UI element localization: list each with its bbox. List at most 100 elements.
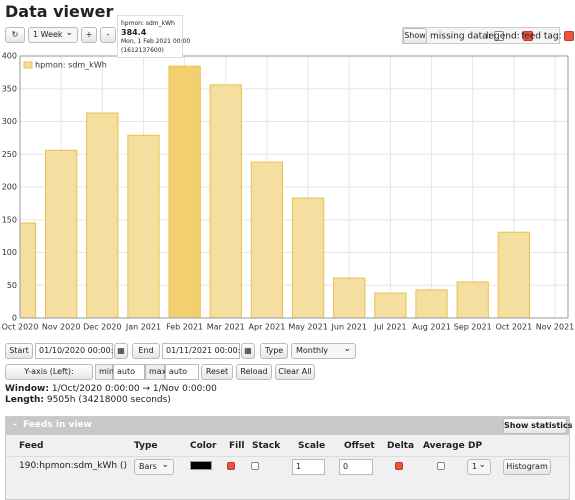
reload-button[interactable]: Reload bbox=[236, 364, 272, 380]
y-tick-label: 0 bbox=[12, 314, 17, 323]
type-select[interactable]: Monthly bbox=[291, 342, 356, 359]
legend-label: hpmon: sdm_kWh bbox=[35, 61, 107, 70]
bar bbox=[20, 222, 37, 318]
checkbox[interactable] bbox=[437, 462, 445, 470]
option: feed tag: bbox=[521, 31, 575, 42]
zoom-out[interactable]: - bbox=[100, 27, 116, 43]
checkbox[interactable] bbox=[251, 462, 259, 470]
bar bbox=[497, 231, 530, 318]
refresh-button[interactable]: ↻ bbox=[5, 27, 25, 43]
column-header: Scale bbox=[298, 441, 326, 451]
chart: 0 50 100 150 200 250 300 350 400 Oct 2020 Nov 2020… bbox=[2, 52, 575, 332]
bar bbox=[45, 149, 78, 318]
type-select[interactable]: Bars bbox=[134, 458, 174, 475]
color-swatch[interactable] bbox=[190, 461, 212, 470]
x-tick-label: Nov 2020 bbox=[42, 323, 81, 332]
x-tick-label: Jan 2021 bbox=[125, 323, 161, 332]
show-options: Show missing data: legend: feed tag: bbox=[402, 27, 575, 44]
column-header: Average bbox=[423, 441, 465, 451]
feeds-toggle[interactable]: - bbox=[13, 420, 17, 430]
bar bbox=[86, 112, 119, 318]
min-input[interactable]: auto bbox=[113, 364, 145, 380]
bar bbox=[374, 292, 407, 318]
x-tick-label: May 2021 bbox=[288, 323, 327, 332]
page-title: Data viewer bbox=[5, 2, 114, 21]
column-header: Color bbox=[190, 441, 217, 451]
calendar-icon[interactable]: ▦ bbox=[114, 343, 128, 359]
column-header: Stack bbox=[252, 441, 281, 451]
option: missing data: bbox=[430, 31, 504, 42]
bar bbox=[250, 161, 284, 318]
yaxis-button[interactable]: Y-axis (Left): bbox=[5, 364, 93, 380]
y-tick-label: 50 bbox=[7, 281, 17, 290]
bars bbox=[20, 65, 530, 318]
type-button[interactable]: Type bbox=[260, 343, 288, 359]
label: Window: bbox=[5, 384, 49, 394]
window-info: Window: 1/Oct/2020 0:00:00 → 1/Nov 0:00:… bbox=[5, 384, 217, 394]
stats-button[interactable]: Show statistics bbox=[503, 418, 573, 434]
show-button[interactable]: Show bbox=[403, 28, 427, 44]
label: legend: bbox=[486, 31, 520, 42]
offset-input[interactable]: 0 bbox=[339, 459, 373, 475]
checkbox[interactable] bbox=[395, 462, 403, 470]
bar bbox=[456, 281, 489, 318]
column-header: Feed bbox=[19, 441, 44, 451]
zoom-in[interactable]: + bbox=[81, 27, 97, 43]
x-tick-label: Mar 2021 bbox=[207, 323, 245, 332]
tooltip-date: Mon, 1 Feb 2021 00:00 bbox=[121, 38, 191, 45]
y-tick-label: 250 bbox=[2, 150, 17, 159]
label: missing data: bbox=[430, 31, 491, 42]
column-header: Fill bbox=[229, 441, 245, 451]
x-tick-label: Aug 2021 bbox=[412, 323, 451, 332]
y-tick-label: 350 bbox=[2, 84, 17, 93]
end-button[interactable]: End bbox=[132, 343, 160, 359]
tooltip-timestamp: (1612137600) bbox=[121, 47, 164, 54]
value: 9505h (34218000 seconds) bbox=[46, 395, 171, 405]
bar bbox=[333, 277, 366, 318]
x-tick-label: Feb 2021 bbox=[166, 323, 203, 332]
bar bbox=[415, 289, 448, 318]
feeds-title: Feeds in view bbox=[23, 420, 92, 430]
clear-button[interactable]: Clear All bbox=[275, 364, 315, 380]
x-tick-label: Sep 2021 bbox=[454, 323, 492, 332]
start-button[interactable]: Start bbox=[5, 343, 33, 359]
feed-name: 190:hpmon:sdm_kWh () bbox=[19, 461, 128, 471]
bar bbox=[127, 134, 160, 318]
checkbox[interactable] bbox=[493, 31, 504, 41]
start-input[interactable]: 01/10/2020 00:00:00 bbox=[35, 343, 124, 359]
x-tick-label: Nov 2021 bbox=[536, 323, 575, 332]
length-info: Length: 9505h (34218000 seconds) bbox=[5, 395, 171, 405]
calendar-icon[interactable]: ▦ bbox=[241, 343, 255, 359]
y-tick-label: 100 bbox=[2, 248, 17, 257]
x-tick-label: Apr 2021 bbox=[249, 323, 286, 332]
feeds-header: - Feeds in view Show statistics bbox=[6, 417, 573, 435]
column-header: Offset bbox=[344, 441, 375, 451]
checkbox[interactable] bbox=[227, 462, 235, 470]
bar bbox=[209, 84, 242, 318]
max-input[interactable]: auto bbox=[165, 364, 199, 380]
tooltip: hpmon: sdm_kWh 384.4 Mon, 1 Feb 2021 00:… bbox=[117, 15, 191, 58]
scale-input[interactable]: 1 bbox=[292, 459, 325, 475]
bar bbox=[168, 65, 201, 318]
column-header: DP bbox=[468, 441, 483, 451]
y-tick-label: 400 bbox=[2, 52, 17, 61]
feeds-panel: - Feeds in view Show statistics Feed Type… bbox=[5, 416, 573, 500]
label: Length: bbox=[5, 395, 44, 405]
histogram-button[interactable]: Histogram bbox=[503, 459, 551, 475]
min-label: min bbox=[95, 364, 114, 380]
column-header: Delta bbox=[387, 441, 415, 451]
legend-swatch bbox=[23, 61, 33, 69]
checkbox[interactable] bbox=[564, 31, 575, 41]
range-select[interactable]: 1 Week bbox=[28, 26, 78, 43]
x-tick-label: Jun 2021 bbox=[331, 323, 367, 332]
end-input[interactable]: 01/11/2021 00:00:00 bbox=[162, 343, 251, 359]
x-tick-label: Oct 2021 bbox=[495, 323, 532, 332]
option: legend: bbox=[486, 31, 533, 42]
y-tick-label: 200 bbox=[2, 183, 17, 192]
column-header: Type bbox=[134, 441, 158, 451]
reset-button[interactable]: Reset bbox=[201, 364, 233, 380]
checkbox[interactable] bbox=[522, 31, 533, 41]
dp-select[interactable]: 1 bbox=[467, 458, 491, 475]
x-tick-label: Dec 2020 bbox=[83, 323, 121, 332]
